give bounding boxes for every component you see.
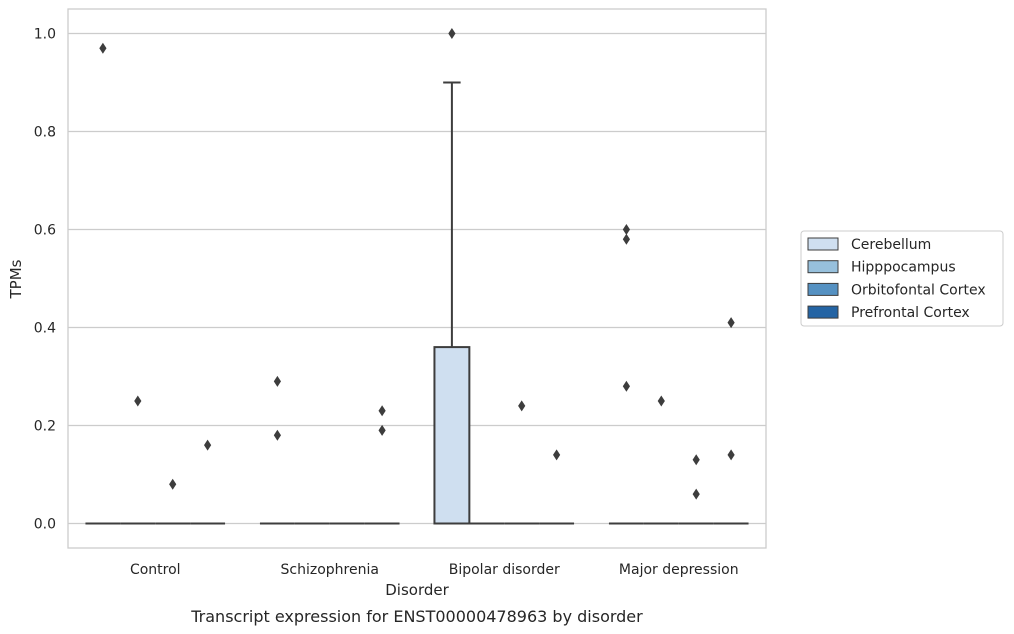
outlier-point (692, 488, 700, 500)
x-tick-label: Major depression (619, 562, 739, 578)
y-tick-label: 0.8 (34, 125, 56, 141)
y-tick-label: 0.0 (34, 517, 56, 533)
x-tick-labels: Control Schizophrenia Bipolar disorder Majo… (130, 562, 739, 578)
outlier-point (378, 405, 386, 417)
legend-label: Cerebellum (851, 237, 931, 253)
outlier-point (727, 317, 735, 329)
outliers (99, 28, 735, 500)
legend-label: Hipppocampus (851, 260, 956, 276)
outlier-point (204, 439, 212, 451)
plot-area (67, 8, 767, 549)
outlier-point (99, 42, 107, 54)
outlier-point (134, 395, 142, 407)
y-axis-title: TPMs (7, 259, 25, 299)
x-axis-title: Disorder (385, 581, 449, 599)
outlier-point (378, 424, 386, 436)
chart-caption: Transcript expression for ENST0000047896… (190, 607, 643, 626)
legend-swatch (807, 282, 839, 296)
legend-label: Prefrontal Cortex (851, 305, 970, 321)
legend-swatch (807, 260, 839, 274)
y-tick-label: 0.2 (34, 419, 56, 435)
y-tick-label: 0.4 (34, 321, 56, 337)
outlier-point (622, 224, 630, 235)
legend-swatch (807, 305, 839, 319)
outlier-point (448, 28, 456, 39)
outlier-point (273, 375, 281, 387)
legend-label: Orbitofontal Cortex (851, 282, 986, 298)
y-tick-labels: 0.0 0.2 0.4 0.6 0.8 1.0 (34, 27, 56, 533)
box-body (433, 346, 471, 525)
legend: Cerebellum Hipppocampus Orbitofontal Corte… (800, 230, 1004, 327)
outlier-point (553, 449, 561, 461)
x-tick-label: Control (130, 562, 181, 578)
x-tick-label: Bipolar disorder (449, 562, 560, 578)
outlier-point (727, 449, 735, 461)
box (433, 81, 471, 525)
legend-frame (800, 230, 1004, 327)
y-tick-label: 1.0 (34, 27, 56, 43)
outlier-point (657, 395, 665, 407)
boxes (85, 81, 749, 525)
legend-swatch (807, 237, 839, 251)
outlier-point (273, 429, 281, 441)
outlier-point (622, 380, 630, 392)
y-tick-label: 0.6 (34, 223, 56, 239)
outlier-point (622, 233, 630, 245)
outlier-point (692, 454, 700, 466)
outlier-point (518, 400, 526, 412)
outlier-point (169, 478, 177, 490)
x-tick-label: Schizophrenia (281, 562, 379, 578)
